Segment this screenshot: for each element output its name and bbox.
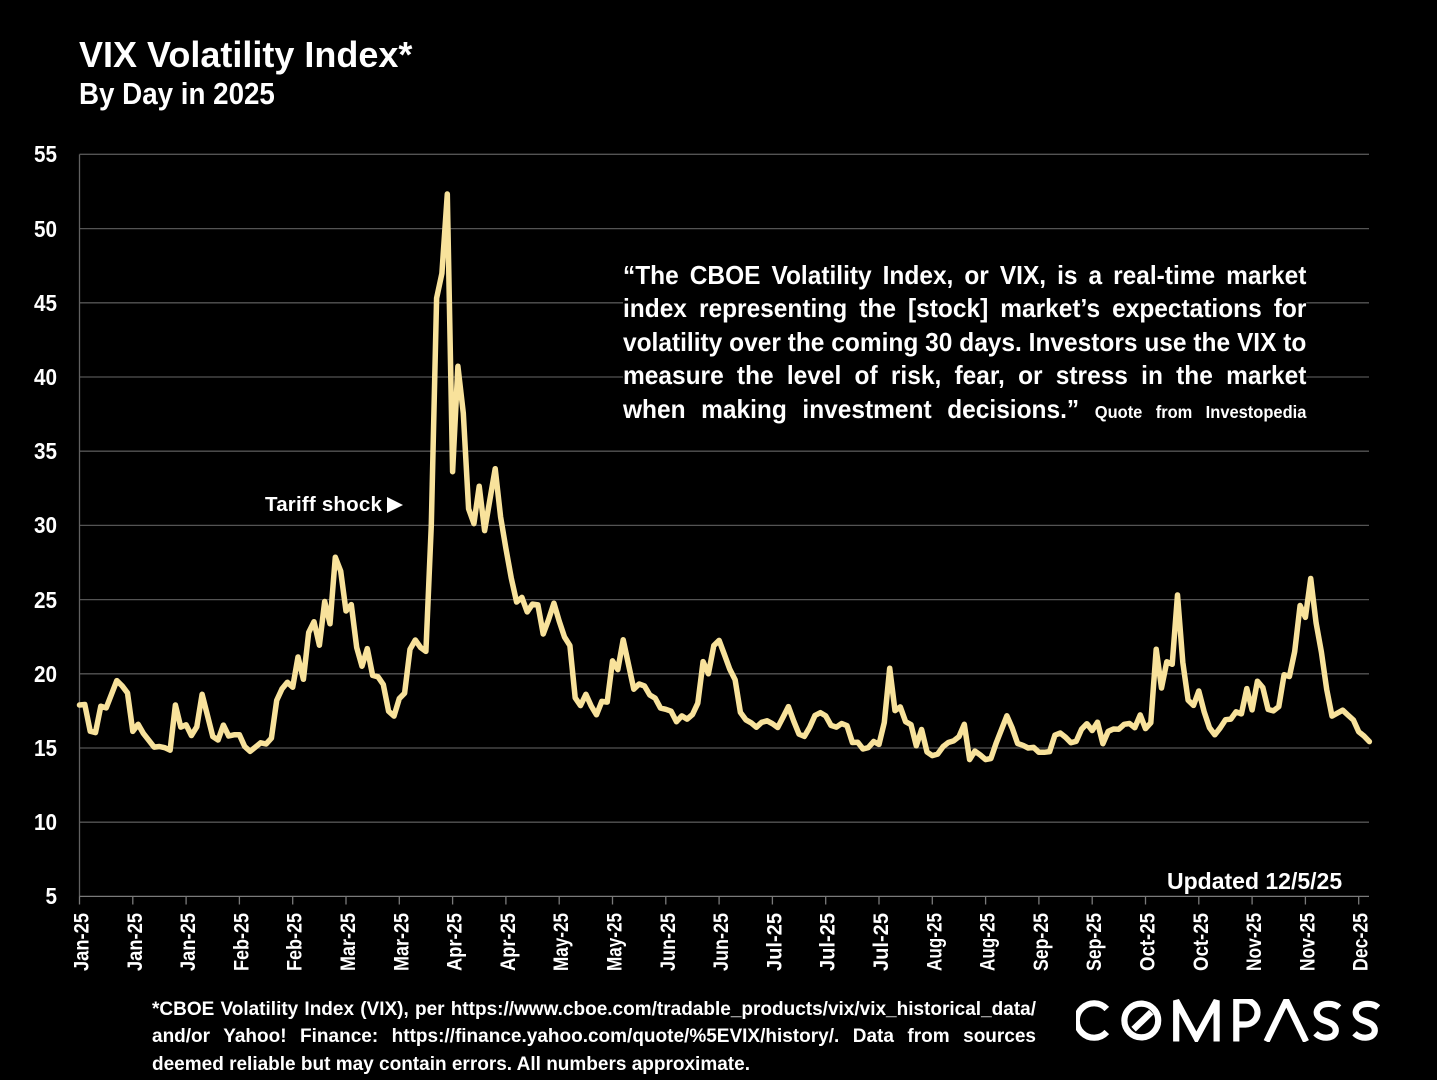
svg-text:Apr-25: Apr-25: [496, 913, 520, 971]
svg-text:Oct-25: Oct-25: [1189, 913, 1213, 971]
svg-text:Jun-25: Jun-25: [656, 913, 680, 971]
svg-text:Jan-25: Jan-25: [123, 913, 147, 971]
svg-text:Oct-25: Oct-25: [1136, 913, 1160, 971]
svg-text:Aug-25: Aug-25: [922, 913, 946, 971]
svg-text:Feb-25: Feb-25: [229, 913, 253, 971]
svg-text:Aug-25: Aug-25: [976, 913, 1000, 971]
svg-text:Mar-25: Mar-25: [336, 913, 360, 971]
svg-text:Sep-25: Sep-25: [1082, 913, 1106, 971]
svg-text:Sep-25: Sep-25: [1029, 913, 1053, 971]
svg-text:Jul-25: Jul-25: [762, 913, 786, 971]
svg-text:Nov-25: Nov-25: [1242, 913, 1266, 971]
svg-text:Jan-25: Jan-25: [70, 913, 94, 971]
svg-text:Jun-25: Jun-25: [709, 913, 733, 971]
svg-text:Jul-25: Jul-25: [816, 913, 840, 971]
svg-text:Nov-25: Nov-25: [1295, 913, 1319, 971]
svg-text:May-25: May-25: [603, 913, 627, 971]
svg-text:Mar-25: Mar-25: [389, 913, 413, 971]
svg-text:Apr-25: Apr-25: [443, 913, 467, 971]
svg-text:Feb-25: Feb-25: [283, 913, 307, 971]
svg-text:Jan-25: Jan-25: [176, 913, 200, 971]
svg-text:May-25: May-25: [549, 913, 573, 971]
svg-text:Dec-25: Dec-25: [1349, 913, 1373, 971]
svg-text:Jul-25: Jul-25: [869, 913, 893, 971]
